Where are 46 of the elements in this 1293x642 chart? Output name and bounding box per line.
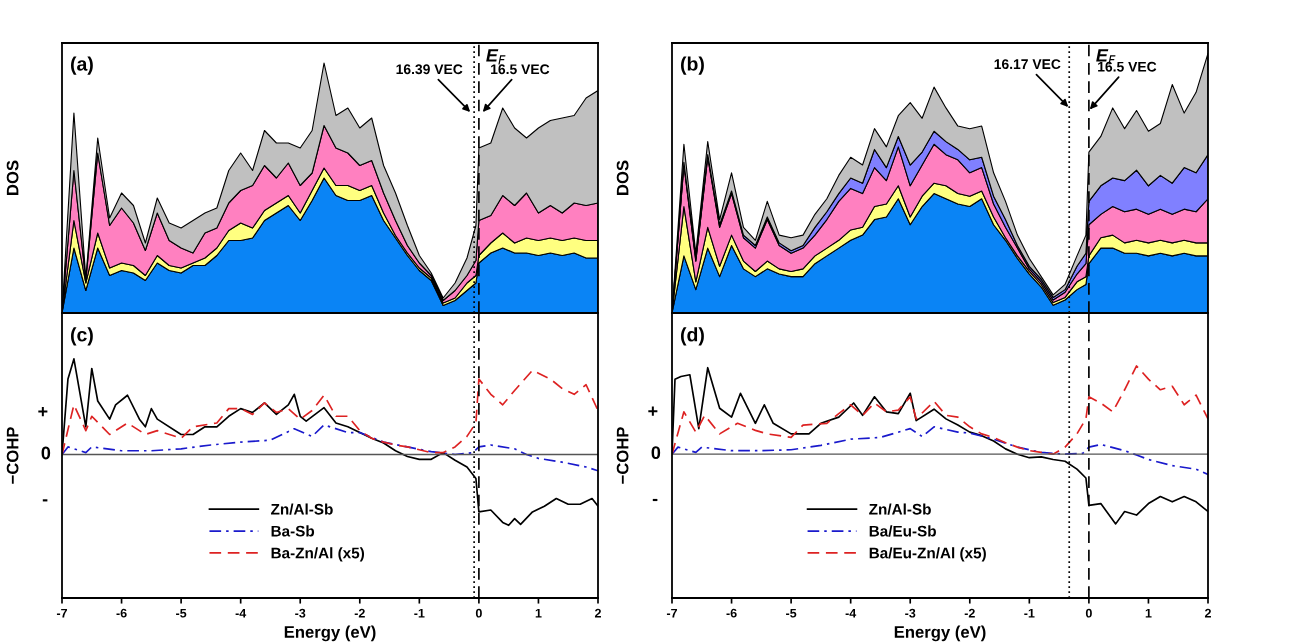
x-tick-label: 0 [1085, 608, 1092, 618]
x-axis-title: Energy (eV) [284, 625, 376, 642]
x-tick-label: 0 [475, 608, 482, 618]
x-tick-label: -3 [295, 608, 306, 618]
annotation: 16.39 VEC [396, 64, 463, 75]
text: + [38, 406, 48, 417]
x-tick-label: -7 [56, 608, 68, 618]
x-tick-label: -2 [964, 608, 975, 618]
text: - [652, 498, 658, 502]
legend-label: Ba/Eu-Zn/Al (x5) [869, 547, 986, 562]
annotation: (d) [681, 327, 704, 346]
legend-label: Zn/Al-Sb [869, 503, 931, 515]
ref-line-label: 0 [651, 446, 661, 460]
x-tick-label: 2 [1204, 608, 1211, 618]
x-tick-label: -5 [176, 608, 187, 618]
legend-label: Zn/Al-Sb [271, 503, 333, 515]
legend-label: Ba-Zn/Al (x5) [271, 547, 365, 562]
x-tick-label: -1 [414, 608, 425, 618]
x-axis-title: Energy (eV) [894, 625, 986, 642]
x-tick-label: -1 [1024, 608, 1035, 618]
annotation: 16.5 VEC [491, 64, 550, 75]
annotation: (b) [681, 56, 704, 75]
ref-line-label: 0 [41, 446, 51, 460]
x-tick-label: -4 [845, 608, 857, 618]
y-axis-title: −COHP [6, 427, 19, 484]
x-tick-label: -5 [786, 608, 797, 618]
x-tick-label: -7 [666, 608, 678, 618]
y-axis-title: DOS [616, 160, 629, 195]
x-tick-label: -4 [235, 608, 247, 618]
y-axis-title: DOS [6, 160, 19, 195]
x-tick-label: 1 [535, 608, 542, 618]
x-tick-label: -6 [726, 608, 737, 618]
x-tick-label: -3 [905, 608, 916, 618]
annotation: (a) [71, 56, 93, 75]
x-tick-label: -6 [116, 608, 127, 618]
legend-label: Ba/Eu-Sb [869, 525, 936, 537]
ref-line-label: E$_{F}$ [486, 49, 506, 65]
annotation: (c) [71, 327, 93, 346]
text: + [648, 406, 658, 416]
x-tick-label: 1 [1145, 608, 1152, 618]
text: - [42, 499, 48, 502]
x-tick-label: 2 [594, 608, 601, 618]
y-axis-title: −COHP [616, 427, 629, 484]
annotation: 16.17 VEC [994, 59, 1061, 70]
x-tick-label: -2 [354, 608, 365, 618]
legend-label: Ba-Sb [271, 525, 315, 537]
